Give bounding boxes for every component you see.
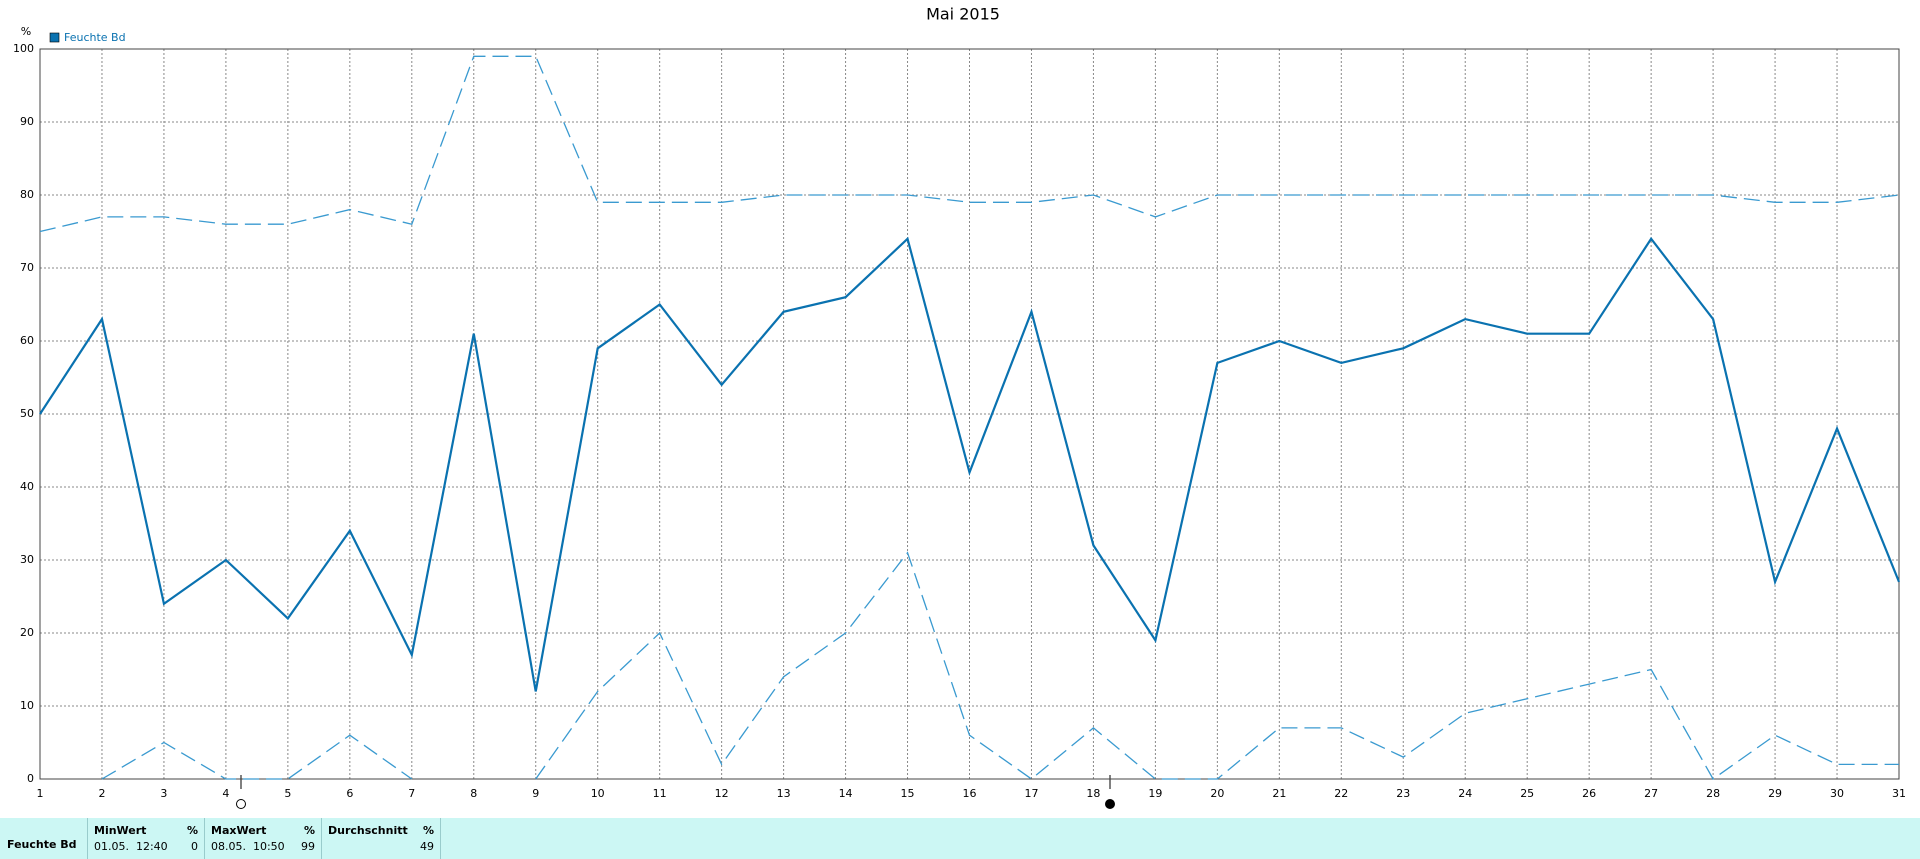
x-tick-label: 23 xyxy=(1396,787,1410,800)
y-tick-label: 40 xyxy=(20,480,34,493)
x-tick-label: 3 xyxy=(160,787,167,800)
x-tick-label: 6 xyxy=(346,787,353,800)
stat-time: 01.05. 12:40 xyxy=(94,840,168,853)
x-tick-label: 8 xyxy=(470,787,477,800)
stat-unit: % xyxy=(422,824,434,837)
chart-title: Mai 2015 xyxy=(926,5,1000,24)
x-tick-label: 7 xyxy=(408,787,415,800)
stats-table: Feuchte Bd MinWert% 01.05. 12:40 0 MaxWert%… xyxy=(0,818,1920,859)
x-tick-label: 12 xyxy=(715,787,729,800)
stat-cell: MinWert% 01.05. 12:40 0 xyxy=(88,818,205,859)
stat-value: 0 xyxy=(191,840,198,853)
x-tick-label: 29 xyxy=(1768,787,1782,800)
x-tick-label: 16 xyxy=(963,787,977,800)
x-tick-label: 4 xyxy=(222,787,229,800)
y-tick-label: 0 xyxy=(27,772,34,785)
y-tick-label: 10 xyxy=(20,699,34,712)
row-label: Feuchte Bd xyxy=(7,838,77,851)
x-tick-label: 10 xyxy=(591,787,605,800)
y-tick-label: 30 xyxy=(20,553,34,566)
stat-header: MaxWert xyxy=(211,824,267,837)
stat-unit: % xyxy=(186,824,198,837)
x-tick-label: 19 xyxy=(1148,787,1162,800)
y-tick-label: 80 xyxy=(20,188,34,201)
x-tick-label: 22 xyxy=(1334,787,1348,800)
y-tick-label: 20 xyxy=(20,626,34,639)
legend-label: Feuchte Bd xyxy=(64,31,126,44)
y-tick-label: 50 xyxy=(20,407,34,420)
marker xyxy=(1105,799,1115,809)
x-tick-label: 11 xyxy=(653,787,667,800)
y-tick-label: 100 xyxy=(13,42,34,55)
x-tick-label: 24 xyxy=(1458,787,1472,800)
stat-time: 08.05. 10:50 xyxy=(211,840,285,853)
y-tick-label: 70 xyxy=(20,261,34,274)
stat-value: 99 xyxy=(301,840,315,853)
y-unit: % xyxy=(21,25,31,38)
row-cell: Feuchte Bd xyxy=(0,818,88,859)
x-tick-label: 14 xyxy=(839,787,853,800)
stat-unit: % xyxy=(303,824,315,837)
x-tick-label: 26 xyxy=(1582,787,1596,800)
x-tick-label: 15 xyxy=(901,787,915,800)
stat-value: 49 xyxy=(420,840,434,853)
x-tick-label: 30 xyxy=(1830,787,1844,800)
x-tick-label: 9 xyxy=(532,787,539,800)
x-tick-label: 13 xyxy=(777,787,791,800)
x-tick-label: 21 xyxy=(1272,787,1286,800)
y-tick-label: 90 xyxy=(20,115,34,128)
x-tick-label: 5 xyxy=(284,787,291,800)
x-tick-label: 31 xyxy=(1892,787,1906,800)
x-tick-label: 20 xyxy=(1210,787,1224,800)
x-tick-label: 28 xyxy=(1706,787,1720,800)
x-tick-label: 17 xyxy=(1024,787,1038,800)
x-tick-label: 2 xyxy=(98,787,105,800)
stat-cell: Durchschnitt% 49 xyxy=(322,818,441,859)
marker xyxy=(236,799,246,809)
stat-header: Durchschnitt xyxy=(328,824,408,837)
x-tick-label: 1 xyxy=(37,787,44,800)
y-tick-label: 60 xyxy=(20,334,34,347)
stat-cell: MaxWert% 08.05. 10:50 99 xyxy=(205,818,322,859)
series-line xyxy=(39,236,1901,692)
x-tick-label: 27 xyxy=(1644,787,1658,800)
x-tick-label: 18 xyxy=(1086,787,1100,800)
stat-header: MinWert xyxy=(94,824,147,837)
legend-swatch xyxy=(49,32,60,43)
x-tick-label: 25 xyxy=(1520,787,1534,800)
series-line xyxy=(39,55,1900,233)
series-line xyxy=(101,551,1899,780)
